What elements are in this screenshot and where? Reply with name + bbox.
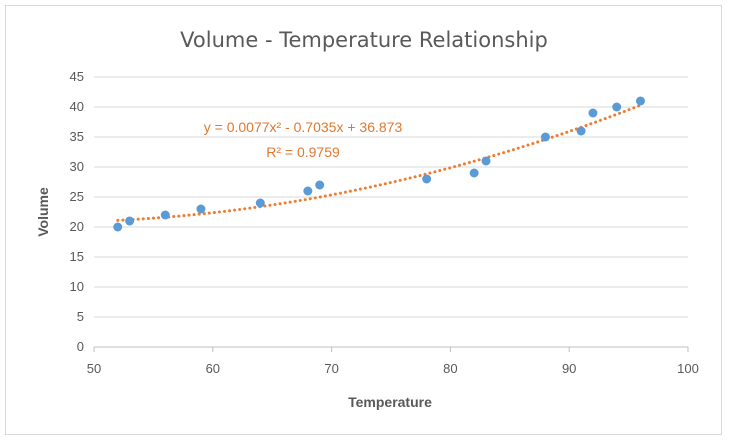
data-point <box>125 216 135 226</box>
data-point <box>469 168 479 178</box>
x-tick-label: 80 <box>443 361 457 376</box>
x-tick-label: 60 <box>206 361 220 376</box>
y-axis-title: Volume <box>35 187 51 237</box>
y-tick-label: 15 <box>70 249 84 264</box>
data-point <box>315 180 325 190</box>
x-tick-label: 70 <box>324 361 338 376</box>
gridlines <box>94 76 688 348</box>
trendline <box>116 103 642 222</box>
y-tick-label: 30 <box>70 159 84 174</box>
data-point <box>196 204 206 214</box>
y-tick-label: 25 <box>70 189 84 204</box>
chart-title: Volume - Temperature Relationship <box>180 28 548 52</box>
data-point <box>113 222 123 232</box>
data-point <box>635 96 645 106</box>
x-tick-label: 50 <box>87 361 101 376</box>
y-tick-label: 10 <box>70 279 84 294</box>
trendline-equation: y = 0.0077x² - 0.7035x + 36.873 <box>204 119 403 135</box>
data-point <box>612 102 622 112</box>
data-point <box>540 132 550 142</box>
data-point <box>481 156 491 166</box>
x-tick-label: 90 <box>562 361 576 376</box>
y-axis-ticks: 0 5 10 15 20 25 30 35 40 45 <box>70 69 84 354</box>
data-point <box>160 210 170 220</box>
trendline-r2: R² = 0.9759 <box>266 144 340 160</box>
x-tick-label: 100 <box>677 361 699 376</box>
data-point <box>255 198 265 208</box>
data-point <box>303 186 313 196</box>
y-tick-label: 5 <box>77 309 84 324</box>
data-point <box>422 174 432 184</box>
y-tick-label: 35 <box>70 129 84 144</box>
y-tick-label: 45 <box>70 69 84 84</box>
y-tick-label: 0 <box>77 339 84 354</box>
data-points <box>113 96 645 232</box>
data-point <box>576 126 586 136</box>
data-point <box>588 108 598 118</box>
y-tick-label: 40 <box>70 99 84 114</box>
x-axis-title: Temperature <box>348 394 432 410</box>
y-tick-label: 20 <box>70 219 84 234</box>
x-axis-ticks: 50 60 70 80 90 100 <box>87 347 699 376</box>
